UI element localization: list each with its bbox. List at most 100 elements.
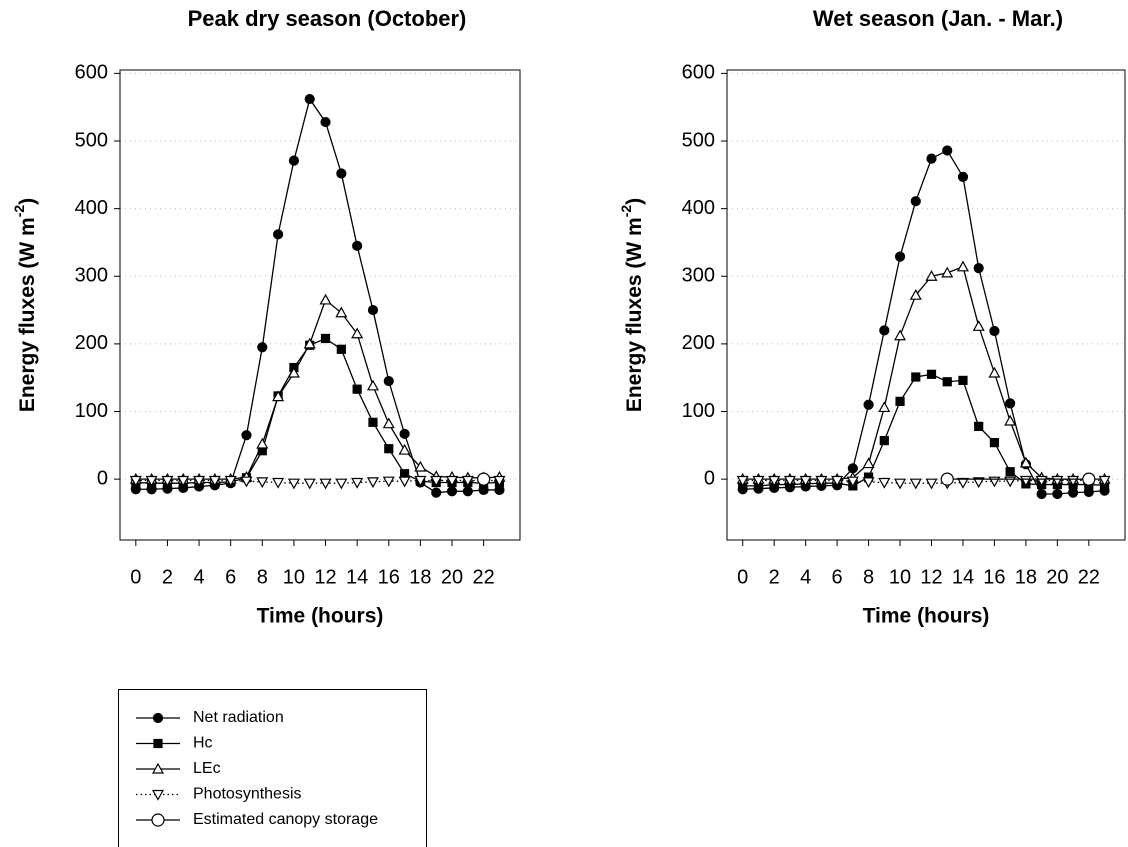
x-tick-label: 22 [473,566,495,588]
y-tick-label: 100 [75,400,108,422]
point [736,475,749,487]
point [940,472,954,486]
point [336,344,346,354]
point [909,288,922,300]
point [958,375,968,386]
legend-label: Photosynthesis [193,786,302,803]
y-tick-label: 200 [75,332,108,354]
point [462,486,473,497]
x-tick-label: 2 [769,566,780,588]
point [910,196,921,207]
x-tick-label: 4 [193,566,204,588]
point [942,145,953,156]
plot-frame [119,69,521,541]
point [973,263,984,274]
y-tick-label: 0 [97,467,108,489]
point [445,475,459,487]
point [925,270,938,281]
point [1052,488,1063,500]
legend-marker [153,738,163,749]
point [399,428,410,439]
x-tick-label: 16 [983,566,1005,588]
point [847,463,858,474]
point [384,444,394,454]
y-tick-label: 500 [75,129,108,151]
x-tick-label: 12 [314,566,336,588]
y-tick-label: 200 [682,332,715,354]
point [240,476,253,488]
legend-label: Net radiation [193,709,284,726]
point [193,475,206,487]
point [972,477,985,489]
point [909,478,922,490]
y-tick-label: 500 [682,129,715,151]
x-tick-label: 0 [737,566,748,588]
point [972,320,985,331]
x-tick-label: 10 [283,566,305,588]
point [256,477,269,489]
point [477,472,491,486]
series-line [742,149,1105,495]
point [895,396,905,406]
point [1019,456,1032,468]
point [161,475,174,487]
series-line [135,337,500,484]
point [446,486,458,497]
point [319,293,332,305]
point [382,476,395,488]
point [129,475,142,487]
x-tick-label: 22 [1078,566,1100,588]
y-tick-label: 400 [682,197,715,219]
x-tick-label: 4 [800,566,811,588]
y-axis-label-suffix: ) [623,198,646,205]
legend-frame [118,689,427,847]
point [414,475,427,487]
legend: Net radiation Hc LEc Photosynthesis Estimate… [118,689,427,847]
point [911,372,921,382]
point [1004,414,1017,426]
point [383,375,394,387]
point [256,437,269,449]
point [431,487,442,498]
point [335,306,348,318]
point [399,469,410,479]
y-axis-label-suffix: ) [16,198,39,205]
point [319,478,332,490]
chart-title: Wet season (Jan. - Mar.) [813,6,1063,31]
point [942,377,952,387]
y-tick-label: 600 [75,62,108,84]
x-tick-label: 0 [130,566,141,588]
y-axis-label: Energy fluxes (W m-2) [618,198,646,412]
chart-panel: Wet season (Jan. - Mar.)0100200300400500… [618,6,1126,628]
legend-label: Estimated canopy storage [193,811,378,828]
point [941,266,954,278]
y-tick-label: 0 [704,467,715,489]
point [304,93,315,105]
point [208,475,221,487]
y-axis-label-sup: -2 [618,205,634,218]
point [303,337,316,349]
legend-marker [151,813,165,827]
x-axis-label: Time (hours) [863,605,990,628]
legend-label: Hc [193,735,213,752]
point [957,171,969,182]
point [878,477,891,489]
series-line [135,298,500,480]
y-tick-label: 300 [75,265,108,287]
point [862,477,875,489]
point [752,475,765,487]
chart-panel: Peak dry season (October)010020030040050… [11,6,521,628]
point [863,399,874,410]
plot-frame [726,69,1126,541]
point [336,168,347,179]
y-axis-label-sup: -2 [11,205,27,218]
point [879,435,889,446]
point [257,342,268,353]
point [783,475,796,487]
x-tick-label: 14 [346,566,368,588]
point [1098,475,1111,487]
point [925,478,938,490]
point [352,240,363,251]
point [879,325,890,336]
point [974,421,984,431]
